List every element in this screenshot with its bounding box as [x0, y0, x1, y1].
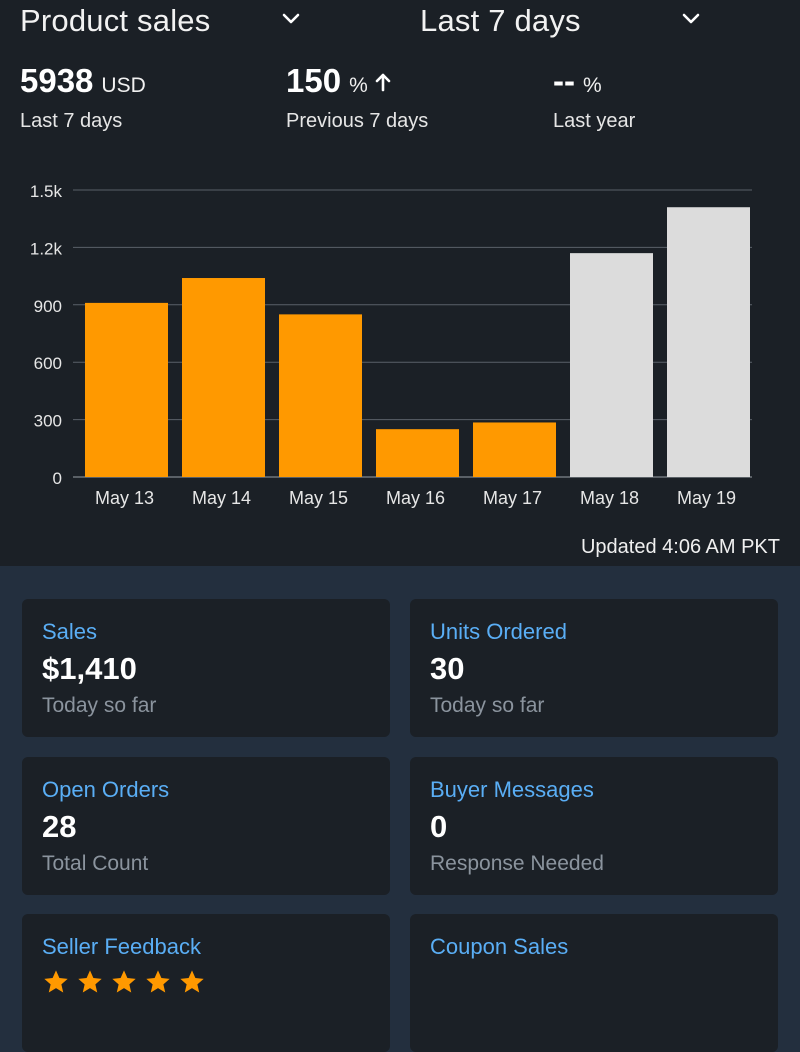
card-subtitle: Today so far	[42, 694, 157, 717]
open-orders-card[interactable]: Open Orders 28 Total Count	[22, 757, 390, 895]
kpi-number: --	[553, 62, 575, 99]
card-value: 28	[42, 809, 77, 844]
kpi-previous-7-days: 150 % Previous 7 days	[286, 62, 428, 133]
x-tick-label: May 15	[289, 488, 348, 508]
y-tick-label: 1.2k	[30, 239, 63, 258]
card-title: Open Orders	[42, 777, 170, 802]
card-title: Buyer Messages	[430, 777, 594, 802]
coupon-sales-card[interactable]: Coupon Sales	[410, 914, 778, 1052]
card-value: $1,410	[42, 651, 137, 686]
date-range-dropdown[interactable]: Last 7 days	[420, 0, 710, 42]
chevron-down-icon	[282, 13, 300, 24]
bar-may-15	[279, 314, 362, 477]
y-tick-label: 0	[53, 469, 62, 488]
kpi-unit: %	[582, 74, 602, 97]
buyer-messages-card[interactable]: Buyer Messages 0 Response Needed	[410, 757, 778, 895]
card-value: 0	[430, 809, 448, 844]
kpi-number: 5938	[20, 62, 94, 99]
updated-timestamp: Updated 4:06 AM PKT	[580, 536, 780, 558]
kpi-label: Last year	[553, 110, 636, 132]
card-title: Sales	[42, 619, 98, 644]
metric-dropdown-label: Product sales	[20, 3, 211, 38]
card-title: Seller Feedback	[42, 934, 201, 959]
chevron-down-icon	[682, 13, 700, 24]
card-subtitle: Today so far	[430, 694, 545, 717]
bar-may-14	[182, 278, 265, 477]
bar-may-19	[667, 207, 750, 477]
card-value: 30	[430, 651, 465, 686]
star-icon	[112, 970, 136, 993]
x-tick-label: May 17	[483, 488, 542, 508]
seller-feedback-card[interactable]: Seller Feedback	[22, 914, 390, 1052]
sales-card[interactable]: Sales $1,410 Today so far	[22, 599, 390, 737]
x-tick-label: May 14	[192, 488, 251, 508]
y-tick-label: 900	[34, 297, 62, 316]
star-icon	[78, 970, 102, 993]
units-ordered-card[interactable]: Units Ordered 30 Today so far	[410, 599, 778, 737]
x-tick-label: May 18	[580, 488, 639, 508]
bar-may-17	[473, 422, 556, 477]
y-tick-label: 600	[34, 354, 62, 373]
arrow-up-icon	[375, 73, 391, 92]
sales-bar-chart: 0 300 600 900 1.2k 1.5k May 13 May 14 May 15 May …	[30, 182, 752, 508]
x-tick-label: May 19	[677, 488, 736, 508]
card-title: Coupon Sales	[430, 934, 569, 959]
bar-may-18	[570, 253, 653, 477]
card-subtitle: Total Count	[42, 852, 149, 875]
star-icon	[146, 970, 170, 993]
bar-may-16	[376, 429, 459, 477]
kpi-number: 150	[286, 62, 342, 99]
y-tick-label: 1.5k	[30, 182, 63, 201]
rating-stars	[42, 968, 370, 996]
kpi-value: 150 %	[286, 62, 428, 100]
x-tick-label: May 13	[95, 488, 154, 508]
kpi-label: Previous 7 days	[286, 110, 429, 132]
x-tick-label: May 16	[386, 488, 445, 508]
star-icon	[44, 970, 68, 993]
kpi-value: 5938 USD	[20, 62, 146, 100]
card-title: Units Ordered	[430, 619, 567, 644]
date-range-dropdown-label: Last 7 days	[420, 3, 581, 38]
kpi-last-7-days: 5938 USD Last 7 days	[20, 62, 146, 133]
kpi-unit: USD	[101, 74, 146, 97]
kpi-last-year: -- % Last year	[553, 62, 635, 133]
metric-dropdown[interactable]: Product sales	[20, 0, 310, 42]
kpi-value: -- %	[553, 62, 635, 100]
kpi-unit: %	[349, 74, 368, 97]
card-subtitle: Response Needed	[430, 852, 604, 875]
star-icon	[180, 970, 204, 993]
bar-may-13	[85, 302, 168, 477]
y-tick-label: 300	[34, 412, 62, 431]
sales-overview-panel: Product sales Last 7 days 5938 USD Last …	[0, 0, 800, 566]
kpi-label: Last 7 days	[20, 110, 123, 132]
